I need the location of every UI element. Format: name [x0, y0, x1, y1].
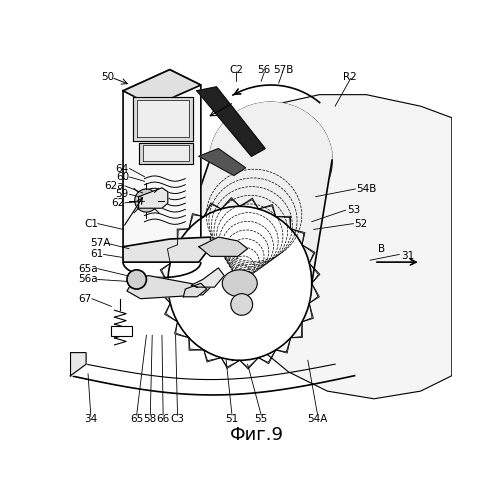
- Text: 62: 62: [111, 198, 124, 208]
- Polygon shape: [138, 143, 193, 164]
- Polygon shape: [167, 102, 331, 284]
- Text: 54B: 54B: [356, 184, 376, 194]
- Polygon shape: [142, 146, 189, 161]
- Text: 50: 50: [102, 72, 115, 82]
- Text: C3: C3: [170, 414, 184, 424]
- Text: 61: 61: [90, 250, 103, 260]
- Text: R2: R2: [342, 72, 356, 82]
- Polygon shape: [191, 268, 224, 287]
- Polygon shape: [127, 276, 210, 298]
- Polygon shape: [123, 237, 210, 262]
- Ellipse shape: [209, 102, 331, 218]
- Text: C2: C2: [228, 66, 242, 76]
- Text: 57B: 57B: [273, 66, 293, 76]
- Text: 66: 66: [156, 414, 169, 424]
- Text: 55: 55: [254, 414, 267, 424]
- Text: 31: 31: [400, 252, 414, 262]
- Text: 67: 67: [78, 294, 91, 304]
- Polygon shape: [132, 96, 193, 141]
- Ellipse shape: [222, 270, 257, 297]
- Circle shape: [230, 294, 252, 316]
- Polygon shape: [138, 188, 167, 208]
- Polygon shape: [123, 70, 200, 260]
- Text: 53: 53: [346, 205, 359, 215]
- Polygon shape: [70, 352, 86, 376]
- Bar: [111, 326, 131, 336]
- Text: 54A: 54A: [307, 414, 327, 424]
- Text: 52: 52: [354, 218, 367, 228]
- Text: 58: 58: [143, 414, 157, 424]
- Text: 56: 56: [257, 66, 271, 76]
- Text: 64: 64: [115, 164, 129, 173]
- Text: 57A: 57A: [90, 238, 110, 248]
- Polygon shape: [198, 148, 245, 176]
- Polygon shape: [183, 284, 206, 297]
- Text: C1: C1: [84, 218, 98, 228]
- Text: 62a: 62a: [104, 181, 124, 191]
- Text: 56a: 56a: [78, 274, 98, 284]
- Circle shape: [134, 189, 158, 212]
- Text: 51: 51: [225, 414, 238, 424]
- Text: B: B: [377, 244, 384, 254]
- Text: 59: 59: [115, 190, 129, 200]
- Circle shape: [127, 270, 146, 289]
- Text: Фиг.9: Фиг.9: [230, 426, 284, 444]
- Polygon shape: [123, 70, 200, 106]
- Text: 65a: 65a: [78, 264, 98, 274]
- Polygon shape: [196, 87, 265, 156]
- Text: 65: 65: [130, 414, 143, 424]
- Ellipse shape: [167, 206, 311, 360]
- Polygon shape: [198, 237, 247, 256]
- Polygon shape: [136, 100, 189, 137]
- Polygon shape: [257, 94, 451, 399]
- Text: 60: 60: [116, 172, 129, 182]
- Text: 34: 34: [84, 414, 97, 424]
